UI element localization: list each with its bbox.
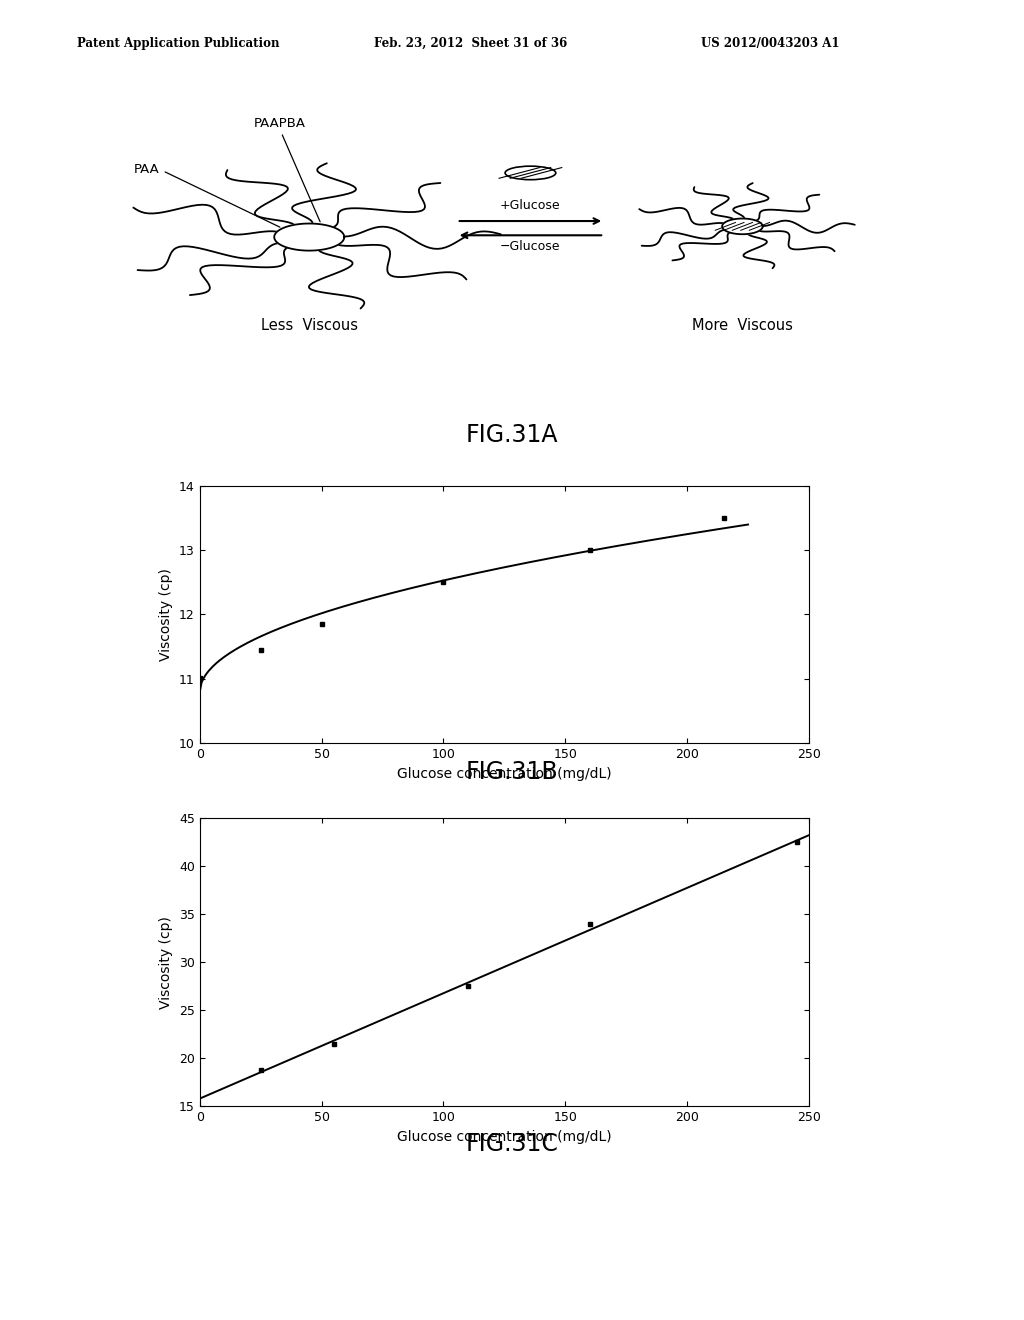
Text: FIG.31B: FIG.31B [466,760,558,784]
Y-axis label: Viscosity (cp): Viscosity (cp) [160,568,173,661]
Text: Patent Application Publication: Patent Application Publication [77,37,280,50]
Text: Less  Viscous: Less Viscous [261,318,357,333]
X-axis label: Glucose concentration (mg/dL): Glucose concentration (mg/dL) [397,1130,611,1143]
Text: PAAPBA: PAAPBA [254,116,321,222]
Text: More  Viscous: More Viscous [692,318,793,333]
Text: +Glucose: +Glucose [500,198,561,211]
Text: FIG.31C: FIG.31C [466,1133,558,1156]
Polygon shape [722,219,763,234]
Polygon shape [274,223,344,251]
Y-axis label: Viscosity (cp): Viscosity (cp) [160,916,173,1008]
X-axis label: Glucose concentration (mg/dL): Glucose concentration (mg/dL) [397,767,611,780]
Text: US 2012/0043203 A1: US 2012/0043203 A1 [701,37,840,50]
Text: Feb. 23, 2012  Sheet 31 of 36: Feb. 23, 2012 Sheet 31 of 36 [374,37,567,50]
Text: FIG.31A: FIG.31A [466,424,558,447]
Text: PAA: PAA [134,162,280,227]
Text: −Glucose: −Glucose [500,239,561,252]
